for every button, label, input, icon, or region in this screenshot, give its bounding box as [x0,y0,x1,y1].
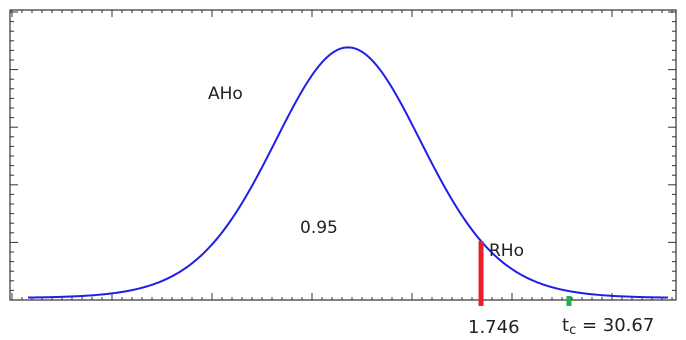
test-statistic-value: = 30.67 [576,315,654,336]
test-statistic-label: tc = 30.67 [562,315,654,338]
test-statistic-symbol: t [562,315,569,336]
critical-value-label: 1.746 [468,317,520,338]
confidence-level-label: 0.95 [300,218,338,238]
plot-frame [10,10,676,300]
acceptance-region-label: AHo [208,84,243,104]
test-statistic-subscript: c [569,323,576,338]
rejection-region-label: RHo [489,241,524,261]
